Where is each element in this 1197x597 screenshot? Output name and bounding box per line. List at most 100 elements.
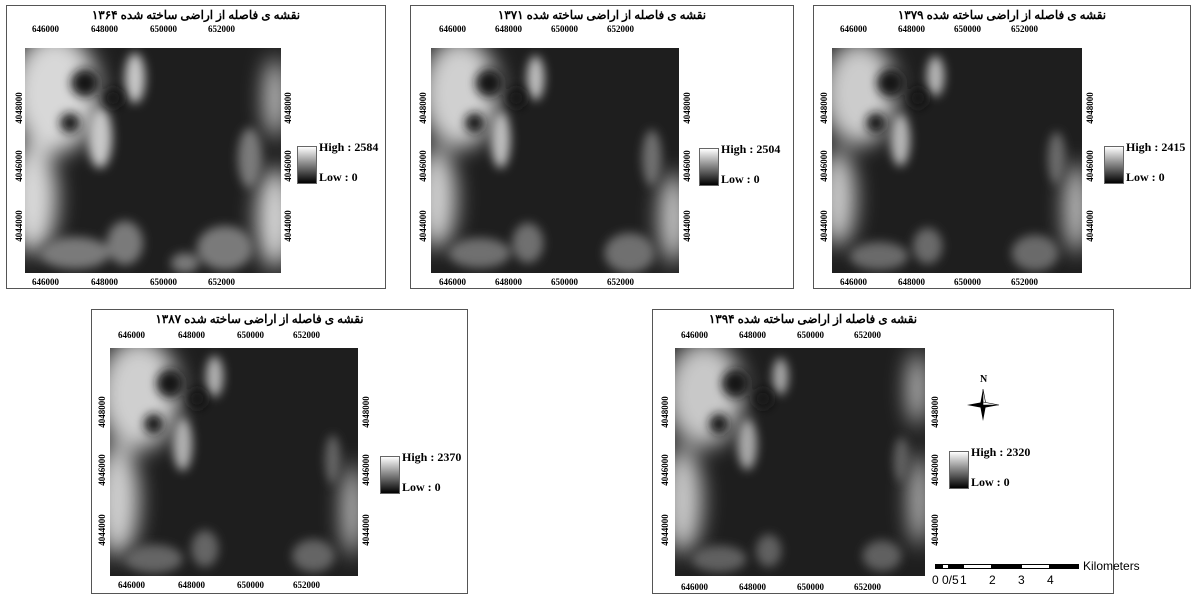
north-label: N [980,374,988,385]
legend-high-label: High : 2504 [721,142,781,156]
distance-raster [832,48,1082,273]
x-tick-bottom: 652000 [293,580,320,590]
x-tick-bottom: 650000 [954,277,981,287]
map-panel-1379: نقشه ی فاصله از اراضی ساخته شده ۱۳۷۹ 646… [813,5,1191,289]
y-tick-left: 4048000 [418,92,428,124]
x-tick-top: 650000 [237,330,264,340]
y-tick-left: 4048000 [14,92,24,124]
y-tick-left: 4044000 [660,514,670,546]
map-panel-1364: نقشه ی فاصله از اراضی ساخته شده ۱۳۶۴ 646… [6,5,386,289]
x-tick-top: 652000 [208,24,235,34]
scale-segment [942,564,949,569]
x-tick-bottom: 648000 [495,277,522,287]
legend-low-label: Low : 0 [402,480,441,494]
scale-label: 0 [932,573,939,587]
panel-title: نقشه ی فاصله از اراضی ساخته شده ۱۳۶۴ [91,8,301,22]
x-tick-bottom: 650000 [150,277,177,287]
x-tick-top: 648000 [898,24,925,34]
panel-title: نقشه ی فاصله از اراضی ساخته شده ۱۳۷۱ [497,8,707,22]
y-tick-left: 4048000 [660,396,670,428]
legend-color-ramp [380,456,400,494]
scale-label: 3 [1018,573,1025,587]
x-tick-bottom: 646000 [32,277,59,287]
y-tick-right: 4046000 [1085,150,1095,182]
distance-raster [431,48,679,273]
legend-color-ramp [699,148,719,186]
map-panel-1394: نقشه ی فاصله از اراضی ساخته شده ۱۳۹۴ 646… [652,309,1140,594]
y-tick-left: 4046000 [14,150,24,182]
x-tick-top: 646000 [32,24,59,34]
y-tick-left: 4048000 [97,396,107,428]
y-tick-right: 4048000 [361,396,371,428]
scale-bar: Kilometers 0 0/5 1 2 3 4 [932,559,1140,592]
map-panel-1387: نقشه ی فاصله از اراضی ساخته شده ۱۳۸۷ 646… [91,309,468,594]
x-tick-bottom: 650000 [237,580,264,590]
y-tick-right: 4048000 [682,92,692,124]
y-tick-right: 4048000 [283,92,293,124]
legend-high-label: High : 2320 [971,445,1031,459]
distance-raster [675,348,925,576]
y-tick-left: 4044000 [97,514,107,546]
x-tick-bottom: 648000 [91,277,118,287]
y-tick-left: 4046000 [660,454,670,486]
compass-rose-icon [967,388,1000,421]
x-tick-top: 652000 [293,330,320,340]
north-arrow: N [966,374,1000,422]
scale-segment [963,564,992,569]
y-tick-left: 4044000 [14,210,24,242]
scale-label: 0/5 [942,573,959,587]
scale-segment [935,564,942,569]
x-tick-bottom: 646000 [840,277,867,287]
scale-label: 1 [960,573,967,587]
y-tick-left: 4046000 [819,150,829,182]
legend-color-ramp [297,146,317,184]
legend-low-label: Low : 0 [721,172,760,186]
panel-title: نقشه ی فاصله از اراضی ساخته شده ۱۳۸۷ [155,312,364,326]
scale-unit-label: Kilometers [1083,559,1140,573]
y-tick-right: 4046000 [361,454,371,486]
x-tick-top: 646000 [840,24,867,34]
y-tick-right: 4044000 [1085,210,1095,242]
x-tick-top: 650000 [551,24,578,34]
x-tick-bottom: 652000 [607,277,634,287]
scale-label: 2 [989,573,996,587]
x-tick-bottom: 646000 [439,277,466,287]
x-tick-top: 652000 [1011,24,1038,34]
x-tick-top: 648000 [739,330,766,340]
legend-color-ramp [1104,146,1124,184]
x-tick-bottom: 646000 [118,580,145,590]
scale-segment [1050,564,1079,569]
legend-high-label: High : 2415 [1126,140,1186,154]
x-tick-top: 652000 [854,330,881,340]
y-tick-right: 4044000 [682,210,692,242]
y-tick-right: 4048000 [930,396,940,428]
x-tick-top: 646000 [681,330,708,340]
y-tick-right: 4048000 [1085,92,1095,124]
y-tick-right: 4046000 [930,454,940,486]
map-panel-1371: نقشه ی فاصله از اراضی ساخته شده ۱۳۷۱ 646… [410,5,794,289]
x-tick-top: 652000 [607,24,634,34]
x-tick-top: 648000 [91,24,118,34]
legend-low-label: Low : 0 [319,170,358,184]
legend-high-label: High : 2370 [402,450,462,464]
y-tick-right: 4046000 [682,150,692,182]
x-tick-bottom: 652000 [1011,277,1038,287]
x-tick-top: 646000 [118,330,145,340]
x-tick-top: 650000 [150,24,177,34]
y-tick-left: 4046000 [97,454,107,486]
x-tick-top: 650000 [797,330,824,340]
x-tick-top: 646000 [439,24,466,34]
y-tick-left: 4044000 [418,210,428,242]
y-tick-left: 4044000 [819,210,829,242]
scale-segment [949,564,963,569]
y-tick-left: 4048000 [819,92,829,124]
panel-title: نقشه ی فاصله از اراضی ساخته شده ۱۳۹۴ [708,312,918,326]
legend-low-label: Low : 0 [971,475,1010,489]
x-tick-bottom: 648000 [898,277,925,287]
distance-raster [110,348,358,576]
legend-high-label: High : 2584 [319,140,379,154]
scale-segment [1021,564,1050,569]
x-tick-top: 648000 [495,24,522,34]
legend-color-ramp [949,451,969,489]
y-tick-right: 4044000 [361,514,371,546]
